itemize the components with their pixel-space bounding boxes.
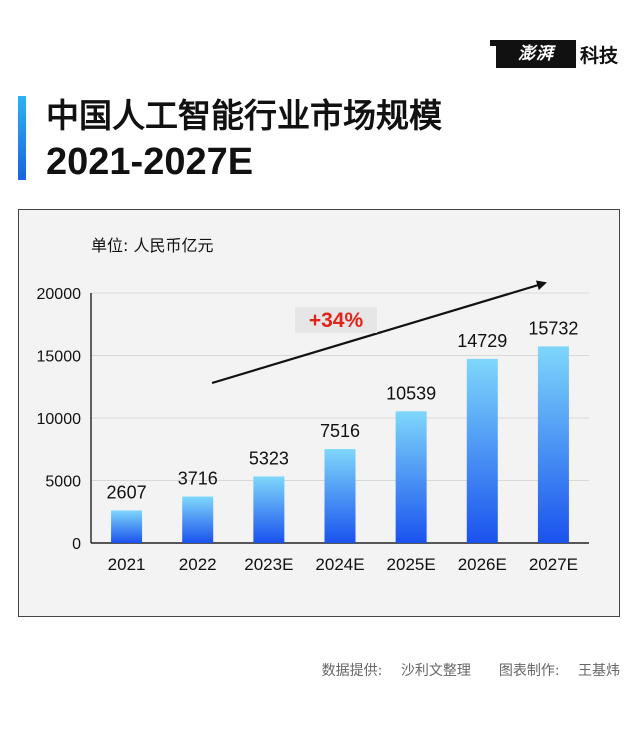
data-label-2024E: 7516 — [320, 421, 360, 441]
footer-credits: 数据提供: 沙利文整理 图表制作: 王基炜 — [322, 660, 620, 680]
y-tick-label: 20000 — [37, 286, 82, 303]
x-tick-label-2021: 2021 — [108, 555, 146, 574]
page-title: 中国人工智能行业市场规模 — [46, 96, 442, 135]
brand-logo: 澎湃 科技 — [490, 40, 619, 68]
y-tick-label: 5000 — [45, 474, 81, 491]
bar-2024E — [324, 449, 356, 543]
bar-2027E — [537, 346, 569, 543]
data-label-2025E: 10539 — [386, 383, 436, 403]
source-credit: 数据提供: 沙利文整理 — [322, 660, 471, 680]
data-label-2021: 2607 — [107, 482, 147, 502]
x-tick-label-2025E: 2025E — [387, 555, 436, 574]
maker-credit: 图表制作: 王基炜 — [499, 660, 620, 680]
growth-arrow — [211, 280, 547, 385]
unit-label: 单位: 人民币亿元 — [91, 236, 214, 255]
data-label-2023E: 5323 — [249, 448, 289, 468]
chart-panel: 单位: 人民币亿元 2607 3716 5323 7516 10539 14729 1573… — [18, 209, 620, 617]
x-tick-label-2024E: 2024E — [315, 555, 364, 574]
title-accent-bar — [18, 96, 26, 180]
bar-chart: 2607 3716 5323 7516 10539 14729 15732 2021 2022… — [37, 280, 589, 574]
y-tick-label: 15000 — [37, 349, 82, 366]
data-label-2022: 3716 — [178, 469, 218, 489]
bar-2025E — [395, 411, 427, 543]
growth-label: +34% — [309, 309, 364, 332]
maker-label: 图表制作: — [498, 663, 560, 679]
maker-value: 王基炜 — [578, 663, 620, 679]
x-tick-label-2027E: 2027E — [529, 555, 578, 574]
bar-2026E — [466, 358, 498, 543]
x-tick-label-2023E: 2023E — [244, 555, 293, 574]
source-label: 数据提供: — [321, 663, 383, 679]
y-tick-label: 10000 — [37, 411, 82, 428]
brand-suffix: 科技 — [580, 44, 619, 67]
x-tick-label-2022: 2022 — [179, 555, 217, 574]
bar-2021 — [111, 510, 143, 543]
bar-2023E — [253, 476, 285, 543]
page-subtitle: 2021-2027E — [46, 141, 254, 183]
data-label-2027E: 15732 — [528, 318, 578, 338]
data-label-2026E: 14729 — [457, 331, 507, 351]
x-tick-label-2026E: 2026E — [458, 555, 507, 574]
bar-2022 — [182, 496, 214, 543]
y-tick-label: 0 — [72, 536, 81, 553]
brand-mark: 澎湃 — [490, 40, 576, 68]
source-value: 沙利文整理 — [400, 663, 471, 679]
growth-label-bg — [295, 307, 377, 333]
